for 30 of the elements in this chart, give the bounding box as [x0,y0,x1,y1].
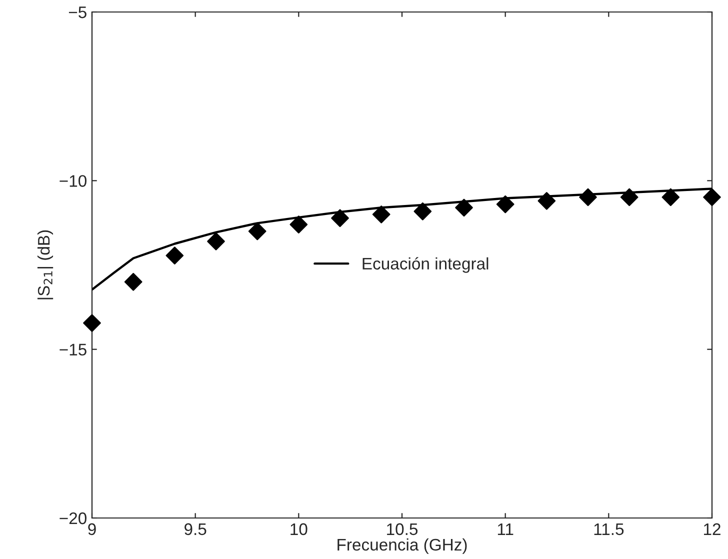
y-tick-label: −20 [60,512,86,524]
point [83,314,101,332]
point [579,188,597,206]
point [538,192,556,210]
point [372,205,390,224]
y-tick-label: −5 [68,6,86,18]
point [248,222,266,240]
point [620,188,638,206]
point [331,209,349,228]
x-axis-title: Frecuencia (GHz) [338,538,467,554]
point [166,246,184,264]
point [496,195,514,214]
point [455,198,473,217]
x-tick-label: 12 [704,523,720,535]
legend-label: Ecuación integral [362,257,488,273]
point [703,188,721,206]
x-tick-label: 9.5 [184,523,206,536]
x-tick-label: 11.5 [594,523,624,536]
point [207,232,225,250]
x-tick-label: 9 [88,523,96,536]
x-tick-label: 11 [498,523,514,535]
y-tick-label: −10 [60,175,86,187]
point [414,202,432,220]
x-tick-label: 10.5 [387,523,418,536]
x-tick-label: 10 [290,523,308,536]
y-tick-label: −15 [60,344,86,356]
point [124,272,142,291]
point [290,216,308,234]
point [662,188,680,206]
y-axis-title: |S$_{21}$| (dB) [37,230,54,300]
